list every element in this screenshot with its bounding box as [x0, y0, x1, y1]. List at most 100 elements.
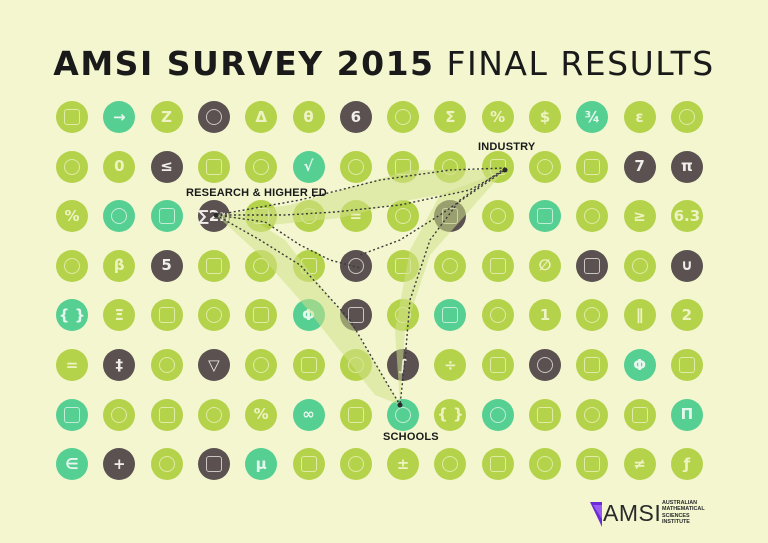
grid-symbol: 6	[339, 101, 372, 133]
grid-symbol: ε	[623, 101, 656, 133]
signpost-icon	[197, 448, 230, 481]
dinosaur-icon	[245, 349, 278, 381]
grid-symbol: ƒ	[670, 448, 703, 481]
cube-icon	[56, 101, 88, 133]
title-bold: AMSI SURVEY 2015	[53, 44, 435, 83]
atom-icon	[434, 249, 467, 282]
page-title: AMSI SURVEY 2015 FINAL RESULTS	[0, 44, 768, 83]
helmet-icon	[245, 150, 278, 183]
spiral-icon	[339, 448, 372, 481]
umbrella-icon	[670, 349, 703, 381]
grid-symbol: Φ	[623, 349, 656, 381]
grid-symbol: μ	[245, 448, 278, 481]
burst-icon	[576, 150, 609, 183]
bulb-icon	[292, 448, 325, 481]
logo-subtitle: AUSTRALIAN MATHEMATICAL SCIENCES INSTITU…	[662, 500, 705, 525]
grid-symbol: $	[529, 101, 561, 133]
box-icon	[245, 299, 278, 332]
cup-icon	[576, 448, 609, 481]
snowflake-icon	[529, 349, 561, 381]
molecule-icon	[481, 349, 514, 381]
grid-symbol: ∞	[292, 398, 325, 431]
grid-symbol: ≠	[623, 448, 656, 481]
research-schools-band	[216, 215, 400, 405]
compass-icon	[481, 398, 514, 431]
city-icon	[529, 200, 561, 233]
tuning-fork-icon	[150, 200, 183, 233]
truck-icon	[529, 398, 561, 431]
burst-icon	[56, 249, 88, 282]
grid-symbol: Σ	[434, 101, 467, 133]
grid-symbol: { }	[56, 299, 88, 332]
search-icon	[150, 398, 183, 431]
grid-symbol: →	[103, 101, 136, 133]
logo-sub-line: MATHEMATICAL	[662, 506, 705, 513]
grid-symbol: 2	[670, 299, 703, 332]
grid-symbol: ¾	[576, 101, 609, 133]
grid-symbol: %	[481, 101, 514, 133]
grid-symbol: 0	[103, 150, 136, 183]
boat-icon	[56, 398, 88, 431]
grid-symbol: Z	[150, 101, 183, 133]
grid-symbol: 5	[150, 249, 183, 282]
amsi-logo-mark	[590, 502, 602, 527]
grid-symbol: ≤	[150, 150, 183, 183]
growth-chart-icon	[576, 249, 609, 282]
funnel-icon	[197, 299, 230, 332]
label-industry: INDUSTRY	[478, 141, 536, 153]
logo-sub-line: INSTITUTE	[662, 518, 690, 525]
triangle-icon	[150, 349, 183, 381]
logo-sub-line: AUSTRALIAN	[662, 500, 698, 506]
grid-symbol: ±	[387, 448, 420, 481]
wind-turbine-icon	[339, 249, 372, 282]
grid-symbol: ∪	[670, 249, 703, 282]
grid-symbol: ∥	[623, 299, 656, 332]
label-research: RESEARCH & HIGHER ED	[186, 187, 327, 199]
leaf-icon	[623, 249, 656, 282]
grid-symbol: Π	[670, 398, 703, 431]
book-icon	[387, 398, 420, 431]
grid-symbol: ÷	[434, 349, 467, 381]
bottle-icon	[150, 448, 183, 481]
compass-icon	[576, 349, 609, 381]
eye-icon	[197, 101, 230, 133]
logo-sub-line: SCIENCES	[662, 512, 690, 519]
hourglass-icon	[481, 448, 514, 481]
hands-icon	[529, 150, 561, 183]
skyline-icon	[434, 448, 467, 481]
grid-symbol: ≥	[623, 200, 656, 233]
grid-symbol: ▽	[197, 349, 230, 381]
grid-symbol: %	[56, 200, 88, 233]
grid-symbol: =	[56, 349, 88, 381]
grid-symbol: √	[292, 150, 325, 183]
dots-icon	[339, 150, 372, 183]
cloud-icon	[670, 101, 703, 133]
bolt-icon	[103, 398, 136, 431]
pot-icon	[529, 448, 561, 481]
grid-symbol: ∈	[56, 448, 88, 481]
calculator-icon	[576, 299, 609, 332]
logo-word: AMSI	[603, 500, 662, 526]
bar-chart-icon	[56, 150, 88, 183]
industry-schools-band	[395, 170, 505, 405]
grid-symbol: 1	[529, 299, 561, 332]
globe-icon	[623, 398, 656, 431]
sun-cloud-icon	[481, 249, 514, 282]
grid-symbol: %	[245, 398, 278, 431]
trophy-icon	[576, 200, 609, 233]
cone-icon	[197, 150, 230, 183]
drops-icon	[197, 249, 230, 282]
title-light: FINAL RESULTS	[446, 44, 715, 83]
grid-symbol: { }	[434, 398, 467, 431]
scissors-icon	[150, 299, 183, 332]
label-schools: SCHOOLS	[383, 431, 439, 443]
mountain-icon	[387, 101, 420, 133]
head-icon	[197, 398, 230, 431]
wifi-icon	[103, 200, 136, 233]
chair-icon	[576, 398, 609, 431]
ruler-icon	[434, 299, 467, 332]
grid-symbol: 6.3	[670, 200, 703, 233]
ruler-icon	[339, 398, 372, 431]
grid-symbol: θ	[292, 101, 325, 133]
